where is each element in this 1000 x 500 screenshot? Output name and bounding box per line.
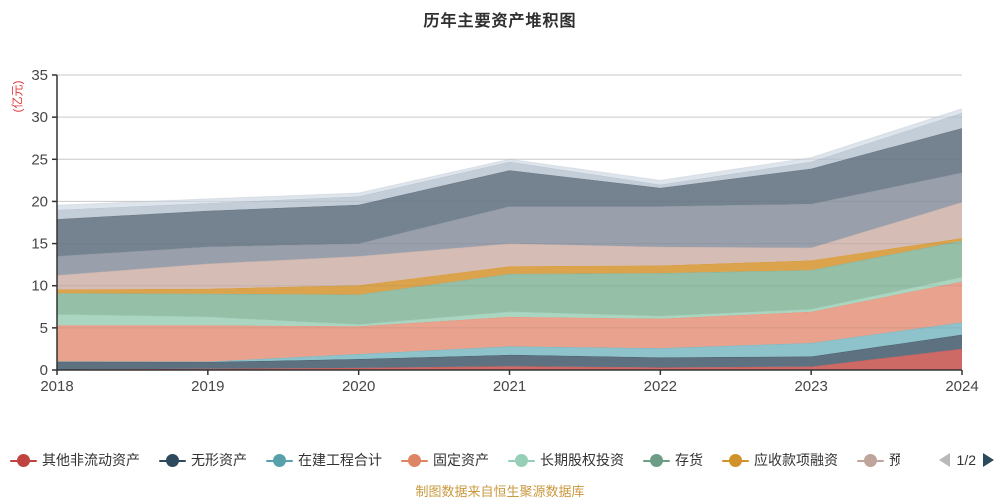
series-line-12	[56, 108, 963, 206]
legend-prev-button[interactable]	[938, 453, 950, 467]
legend-pager: 1/2	[938, 449, 994, 471]
area-series-8	[57, 202, 962, 290]
legend-label: 预	[889, 452, 900, 468]
y-tick-label: 20	[31, 193, 48, 210]
legend-line-dot-icon	[508, 453, 535, 467]
legend-label: 在建工程合计	[298, 452, 382, 468]
data-source-note: 制图数据来自恒生聚源数据库	[415, 484, 585, 499]
legend-next-button[interactable]	[983, 453, 994, 467]
legend-item-6[interactable]: 存货	[643, 450, 703, 470]
area-series-11	[57, 112, 962, 220]
x-tick-label: 2023	[794, 378, 827, 395]
area-series-5	[57, 277, 962, 327]
legend-line-dot-icon	[401, 453, 428, 467]
x-tick-label: 2024	[945, 378, 978, 395]
legend-item-5[interactable]: 长期股权投资	[508, 450, 624, 470]
legend-label: 长期股权投资	[540, 452, 624, 468]
stacked-area-chart: 0 5 10 15 20 25 30 35 2018 2019 2020 2021 2022 2023 20…	[31, 67, 978, 395]
x-tick-label: 2022	[644, 378, 677, 395]
y-tick-label: 10	[31, 278, 48, 295]
area-series-2	[57, 334, 962, 370]
legend-page-indicator: 1/2	[956, 452, 976, 468]
legend-item-4[interactable]: 固定资产	[401, 450, 489, 470]
x-tick-label: 2019	[191, 378, 224, 395]
legend-label: 固定资产	[433, 452, 489, 468]
y-tick-label: 35	[31, 67, 48, 84]
legend-line-dot-icon	[857, 453, 884, 467]
legend-label: 应收款项融资	[754, 452, 838, 468]
legend-label: 其他非流动资产	[42, 452, 140, 468]
legend-item-2[interactable]: 无形资产	[159, 450, 247, 470]
legend-item-7[interactable]: 应收款项融资	[722, 450, 838, 470]
legend-line-dot-icon	[10, 453, 37, 467]
area-series-10	[57, 128, 962, 257]
area-series-1	[57, 348, 962, 370]
area-series-7	[57, 238, 962, 295]
y-tick-label: 5	[40, 320, 48, 337]
legend-item-1[interactable]: 其他非流动资产	[10, 450, 140, 470]
legend-line-dot-icon	[643, 453, 670, 467]
y-tick-label: 30	[31, 109, 48, 126]
legend-item-8[interactable]: 预	[857, 450, 900, 470]
area-series-4	[57, 281, 962, 362]
legend-line-dot-icon	[266, 453, 293, 467]
area-series-6	[57, 240, 962, 325]
area-series-9	[57, 172, 962, 276]
y-tick-label: 25	[31, 151, 48, 168]
legend-line-dot-icon	[722, 453, 749, 467]
legend-label: 无形资产	[191, 452, 247, 468]
x-tick-label: 2021	[493, 378, 526, 395]
legend-line-dot-icon	[159, 453, 186, 467]
legend-item-3[interactable]: 在建工程合计	[266, 450, 382, 470]
y-tick-label: 15	[31, 236, 48, 253]
x-tick-label: 2020	[342, 378, 375, 395]
area-series-3	[57, 322, 962, 362]
legend-label: 存货	[675, 452, 703, 468]
x-tick-label: 2018	[40, 378, 73, 395]
legend: 其他非流动资产 无形资产 在建工程合计 固定资产 长期股权投资 存货 应收款项融资 预	[10, 449, 935, 471]
chart-title: 历年主要资产堆积图	[423, 13, 577, 30]
y-tick-label: 0	[40, 362, 48, 379]
